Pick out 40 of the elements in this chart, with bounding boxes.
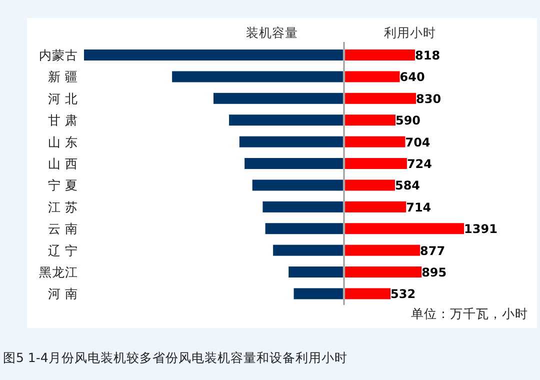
- data-label: 724: [406, 157, 432, 171]
- bar: [345, 92, 416, 104]
- y-tick-label: 山 西: [48, 156, 78, 171]
- y-tick-label: 河 南: [48, 286, 78, 302]
- data-label: 818: [415, 48, 440, 62]
- bar: [345, 266, 422, 278]
- data-label: 590: [395, 114, 421, 128]
- chart-title: 利用小时: [384, 25, 436, 40]
- y-tick-label: 江 苏: [48, 199, 78, 214]
- y-tick-label: 宁 夏: [48, 178, 78, 193]
- data-label: 895: [422, 266, 447, 280]
- y-tick-label: 甘 肃: [48, 112, 78, 128]
- bar: [345, 50, 416, 60]
- y-tick-label: 黑龙江: [39, 264, 78, 280]
- bar: [345, 180, 395, 191]
- y-tick-label: 山 东: [48, 134, 78, 150]
- bar: [345, 158, 407, 169]
- bar: [345, 136, 406, 148]
- y-tick-label: 内蒙古: [39, 48, 78, 62]
- data-label: 1391: [464, 222, 498, 236]
- caption: 图5 1-4月份风电装机较多省份风电装机容量和设备利用小时: [3, 350, 348, 365]
- bar: [345, 244, 420, 256]
- y-tick-label: 辽 宁: [48, 242, 78, 258]
- data-label: 640: [400, 70, 425, 84]
- data-label: 877: [420, 244, 446, 258]
- data-label: 830: [416, 92, 442, 106]
- y-tick-label: 云 南: [48, 221, 78, 236]
- data-label: 714: [406, 200, 432, 214]
- chart-title: 装机容量: [246, 25, 298, 40]
- text: 单位：万千瓦，小时: [411, 306, 528, 321]
- bar: [345, 288, 391, 300]
- bar: [345, 114, 396, 126]
- bar: [345, 201, 406, 212]
- data-label: 532: [390, 287, 416, 302]
- y-tick-label: 新 疆: [48, 69, 78, 84]
- bar: [345, 71, 400, 82]
- data-label: 704: [405, 135, 430, 150]
- data-label: 584: [394, 178, 420, 193]
- y-tick-label: 河 北: [48, 90, 78, 106]
- bar: [345, 223, 464, 234]
